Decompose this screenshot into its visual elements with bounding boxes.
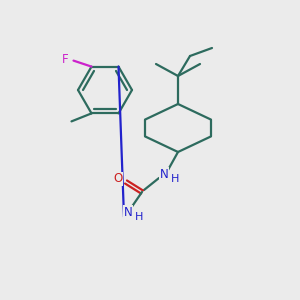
Text: F: F	[62, 53, 69, 66]
Text: N: N	[124, 206, 132, 218]
Text: N: N	[160, 167, 168, 181]
Text: H: H	[135, 212, 143, 222]
Text: H: H	[171, 174, 179, 184]
Text: O: O	[113, 172, 123, 185]
